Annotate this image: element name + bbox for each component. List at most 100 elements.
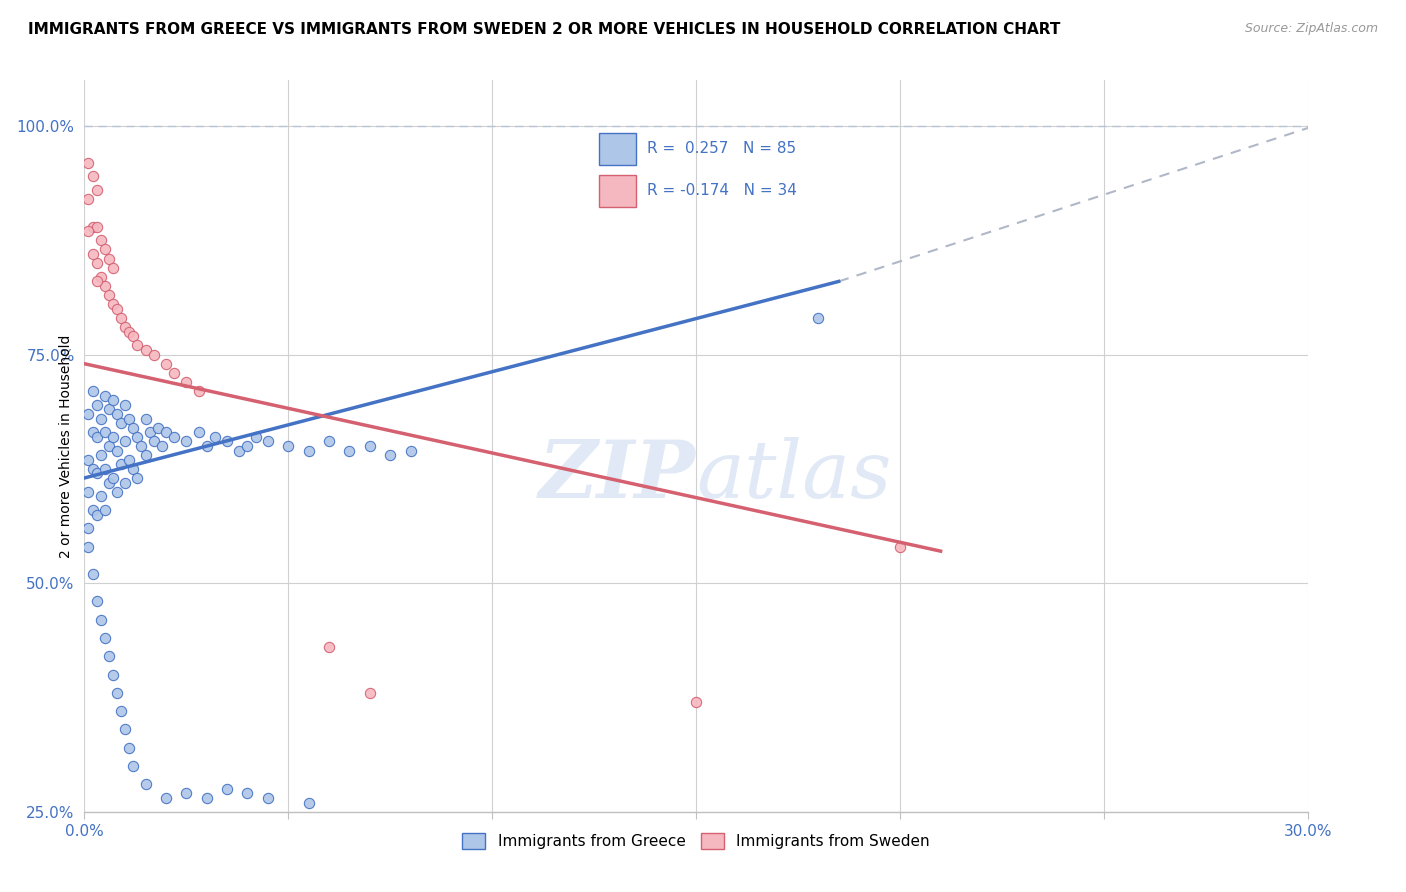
Point bbox=[277, 439, 299, 453]
Point bbox=[298, 796, 321, 810]
Point bbox=[245, 430, 267, 444]
Point bbox=[195, 439, 218, 453]
Bar bbox=[599, 133, 636, 165]
Point bbox=[105, 686, 128, 700]
Point bbox=[135, 777, 157, 791]
Point bbox=[155, 791, 177, 805]
Point bbox=[685, 695, 707, 709]
Point bbox=[110, 310, 132, 325]
Point bbox=[86, 508, 108, 522]
Point bbox=[204, 430, 226, 444]
Point bbox=[318, 640, 340, 655]
Point bbox=[114, 434, 136, 449]
Point bbox=[187, 384, 209, 399]
Point bbox=[131, 439, 153, 453]
Point bbox=[97, 402, 120, 417]
Point bbox=[105, 407, 128, 421]
Text: IMMIGRANTS FROM GREECE VS IMMIGRANTS FROM SWEDEN 2 OR MORE VEHICLES IN HOUSEHOLD: IMMIGRANTS FROM GREECE VS IMMIGRANTS FRO… bbox=[28, 22, 1060, 37]
Point bbox=[90, 269, 112, 284]
Point bbox=[380, 448, 402, 462]
Point bbox=[127, 338, 149, 352]
Point bbox=[155, 425, 177, 440]
Point bbox=[101, 393, 124, 408]
Point bbox=[82, 219, 104, 234]
Point bbox=[97, 649, 120, 664]
Point bbox=[90, 448, 112, 462]
Point bbox=[118, 325, 141, 339]
Point bbox=[86, 275, 108, 289]
Point bbox=[101, 667, 124, 681]
Point bbox=[195, 791, 218, 805]
Point bbox=[97, 475, 120, 490]
Point bbox=[174, 375, 197, 389]
Point bbox=[114, 398, 136, 412]
Point bbox=[77, 224, 100, 238]
Point bbox=[359, 439, 381, 453]
Point bbox=[93, 503, 115, 517]
Point bbox=[257, 434, 280, 449]
Point bbox=[82, 567, 104, 582]
Point bbox=[105, 301, 128, 316]
Point bbox=[101, 430, 124, 444]
Point bbox=[93, 279, 115, 293]
Point bbox=[142, 348, 165, 362]
Point bbox=[155, 357, 177, 371]
Point bbox=[86, 183, 108, 197]
Point bbox=[114, 723, 136, 737]
Point bbox=[90, 489, 112, 503]
Point bbox=[298, 443, 321, 458]
Point bbox=[217, 781, 239, 796]
Point bbox=[86, 467, 108, 481]
Point bbox=[127, 430, 149, 444]
Point bbox=[318, 434, 340, 449]
Point bbox=[110, 458, 132, 472]
Point bbox=[135, 448, 157, 462]
Point bbox=[93, 243, 115, 257]
Point bbox=[86, 594, 108, 608]
Point bbox=[93, 389, 115, 403]
Point bbox=[90, 613, 112, 627]
Point bbox=[110, 416, 132, 430]
Point bbox=[217, 434, 239, 449]
Point bbox=[77, 407, 100, 421]
Point bbox=[77, 484, 100, 499]
Point bbox=[77, 521, 100, 535]
Point bbox=[101, 297, 124, 311]
Point bbox=[399, 443, 422, 458]
Point bbox=[77, 540, 100, 554]
Point bbox=[77, 452, 100, 467]
Point bbox=[122, 759, 145, 773]
Point bbox=[135, 411, 157, 425]
Text: R =  0.257   N = 85: R = 0.257 N = 85 bbox=[647, 142, 796, 156]
Point bbox=[82, 384, 104, 399]
Point bbox=[236, 787, 259, 801]
Point bbox=[122, 329, 145, 343]
Point bbox=[97, 288, 120, 302]
Point bbox=[163, 366, 186, 380]
Point bbox=[97, 252, 120, 266]
Point bbox=[86, 430, 108, 444]
Point bbox=[257, 791, 280, 805]
Point bbox=[86, 256, 108, 270]
Point bbox=[82, 462, 104, 476]
Point bbox=[118, 740, 141, 755]
Point bbox=[807, 310, 830, 325]
Point bbox=[163, 430, 186, 444]
Point bbox=[339, 443, 361, 458]
Point bbox=[122, 462, 145, 476]
Point bbox=[114, 475, 136, 490]
Point bbox=[82, 503, 104, 517]
Point bbox=[101, 471, 124, 485]
Point bbox=[174, 787, 197, 801]
Point bbox=[93, 425, 115, 440]
Point bbox=[150, 439, 173, 453]
Y-axis label: 2 or more Vehicles in Household: 2 or more Vehicles in Household bbox=[59, 334, 73, 558]
Point bbox=[110, 704, 132, 718]
Point bbox=[359, 686, 381, 700]
Point bbox=[97, 439, 120, 453]
Bar bbox=[599, 175, 636, 207]
Point bbox=[138, 425, 160, 440]
Point bbox=[93, 462, 115, 476]
Point bbox=[146, 420, 169, 434]
Point bbox=[93, 631, 115, 645]
